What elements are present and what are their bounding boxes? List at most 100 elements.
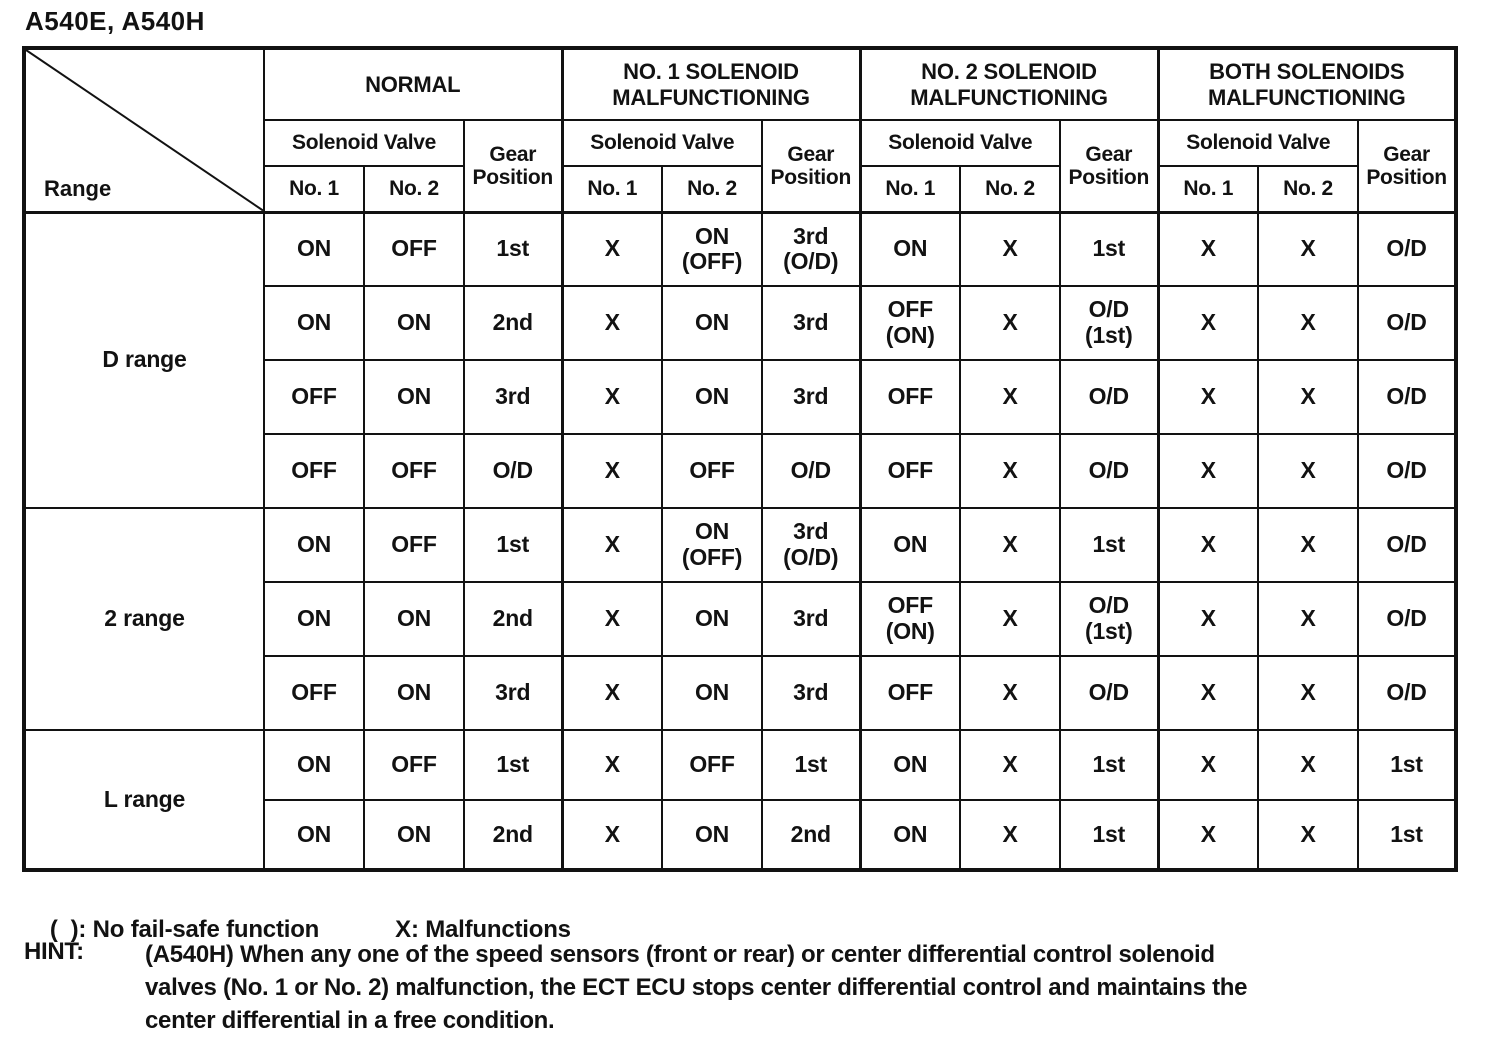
table-cell: O/D (1059, 655, 1160, 731)
valve-no2-header: No. 2 (959, 165, 1062, 213)
table-cell: ON (263, 285, 365, 361)
table-cell: X (959, 359, 1062, 435)
table-cell: X (959, 655, 1062, 731)
table-cell: X (1156, 729, 1260, 801)
valve-no1-header: No. 1 (1156, 165, 1260, 213)
legend-parentheses: ( ): No fail-safe function (49, 916, 320, 943)
table-cell: OFF (ON) (858, 285, 962, 361)
table-cell: X (1257, 359, 1360, 435)
hint-block: HINT: (A540H) When any one of the speed … (24, 938, 1247, 1037)
hint-line: (A540H) When any one of the speed sensor… (145, 941, 1215, 968)
table-cell: OFF (858, 359, 962, 435)
legend: ( ): No fail-safe function X: Malfunction… (24, 888, 571, 972)
table-cell: 3rd (761, 359, 862, 435)
solenoid-valve-header: Solenoid Valve (263, 119, 465, 167)
solenoid-valve-header: Solenoid Valve (1156, 119, 1360, 167)
table-cell: X (1257, 799, 1360, 871)
table-cell: X (959, 799, 1062, 871)
table-cell: 3rd (761, 581, 862, 657)
table-row: L range ON OFF 1st X OFF 1st ON X 1st X X 1st (23, 729, 1458, 871)
table-cell: 3rd (O/D) (761, 210, 862, 287)
table-row: OFF ON 3rd X ON 3rd OFF X O/D X X O/D (24, 655, 1458, 731)
table-cell: X (1156, 210, 1260, 287)
table-cell: O/D (1357, 581, 1458, 657)
valve-no2-header: No. 2 (1257, 165, 1360, 213)
table-cell: OFF (263, 655, 365, 731)
hint-line: valves (No. 1 or No. 2) malfunction, the… (145, 974, 1248, 1001)
table-row: ON ON 2nd X ON 2nd ON X 1st X X 1st (24, 799, 1458, 871)
table-cell: OFF (661, 729, 764, 801)
table-cell: X (1156, 655, 1260, 731)
gear-position-header: Gear Position (1357, 119, 1458, 213)
table-cell: ON (363, 799, 465, 871)
table-cell: X (1257, 655, 1360, 731)
table-cell: O/D (1st) (1059, 581, 1160, 657)
group-header-normal: NORMAL (262, 47, 564, 121)
table-cell: O/D (761, 433, 862, 509)
table-cell: ON (363, 655, 465, 731)
table-cell: X (560, 285, 664, 361)
table-cell: X (1156, 285, 1260, 361)
table-cell: 3rd (O/D) (761, 507, 862, 583)
table-cell: 3rd (761, 655, 862, 731)
table-cell: ON (263, 581, 365, 657)
table-cell: X (1257, 729, 1360, 801)
table-cell: ON (661, 359, 764, 435)
group-header-no1-malfunctioning: NO. 1 SOLENOID MALFUNCTIONING (560, 47, 862, 121)
table-cell: X (1257, 210, 1360, 287)
table-cell: 1st (1059, 729, 1160, 801)
table-cell: ON (661, 799, 764, 871)
table-row: D range ON OFF 1st X ON (OFF) 3rd (O/D) ON X 1st X… (23, 210, 1458, 509)
table-cell: X (959, 729, 1062, 801)
table-cell: OFF (858, 433, 962, 509)
table-cell: ON (363, 359, 465, 435)
table-cell: 2nd (761, 799, 862, 871)
table-cell: O/D (1357, 655, 1458, 731)
table-cell: X (1156, 507, 1260, 583)
table-cell: ON (661, 285, 764, 361)
gear-position-header: Gear Position (761, 119, 862, 213)
table-cell: 3rd (462, 655, 564, 731)
table-body: D range ON OFF 1st X ON (OFF) 3rd (O/D) ON X 1st X… (23, 210, 1458, 871)
table-row: OFF OFF O/D X OFF O/D OFF X O/D X X O/D (24, 433, 1458, 509)
header-row-groups: Range NORMAL NO. 1 SOLENOID MALFUNCTIONI… (23, 47, 1458, 213)
table-cell: ON (263, 507, 365, 583)
table-cell: X (959, 581, 1062, 657)
page-title: A540E, A540H (25, 6, 205, 36)
table-cell: O/D (1059, 359, 1160, 435)
table-cell: OFF (363, 433, 465, 509)
solenoid-valve-header: Solenoid Valve (560, 119, 764, 167)
table-cell: 1st (1357, 799, 1458, 871)
table-cell: X (959, 507, 1062, 583)
table-cell: O/D (1st) (1059, 285, 1160, 361)
table-cell: X (1156, 799, 1260, 871)
table-cell: X (1156, 581, 1260, 657)
table-cell: ON (263, 210, 365, 287)
table-cell: X (560, 359, 664, 435)
table-cell: X (560, 433, 664, 509)
range-header-label: Range (44, 175, 112, 201)
table-cell: OFF (363, 729, 465, 801)
table-cell: OFF (363, 507, 465, 583)
table-cell: OFF (661, 433, 764, 509)
table-cell: 1st (462, 507, 564, 583)
table-cell: X (959, 285, 1062, 361)
table-cell: X (1257, 581, 1360, 657)
table-cell: X (560, 210, 664, 287)
table-cell: X (1257, 285, 1360, 361)
table-cell: ON (858, 799, 962, 871)
table-cell: O/D (1357, 507, 1458, 583)
solenoid-operation-table: Range NORMAL NO. 1 SOLENOID MALFUNCTIONI… (22, 46, 1459, 872)
solenoid-valve-header: Solenoid Valve (858, 119, 1062, 167)
table-cell: OFF (263, 359, 365, 435)
table-cell: X (1257, 507, 1360, 583)
table-cell: 1st (1059, 210, 1160, 287)
table-cell: 1st (462, 210, 564, 287)
group-header-both-malfunctioning: BOTH SOLENOIDS MALFUNCTIONING (1156, 47, 1458, 121)
table-cell: X (560, 799, 664, 871)
table-cell: OFF (858, 655, 962, 731)
table-cell: 1st (761, 729, 862, 801)
table-cell: X (560, 581, 664, 657)
group-header-no2-malfunctioning: NO. 2 SOLENOID MALFUNCTIONING (858, 47, 1160, 121)
